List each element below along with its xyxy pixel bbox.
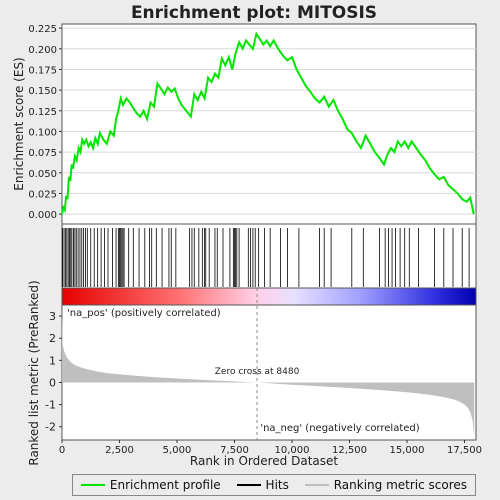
metric-ytick-label: -2 [45, 421, 56, 434]
zero-cross-label: Zero cross at 8480 [215, 367, 300, 377]
hits-panel [61, 223, 477, 289]
metric-ytick-label: 0 [49, 376, 56, 389]
chart-title: Enrichment plot: MITOSIS [131, 3, 377, 23]
es-ytick-label: 0.100 [28, 127, 57, 138]
es-ytick-label: 0.000 [28, 210, 57, 221]
legend-swatch-profile [80, 484, 105, 486]
es-ytick-label: 0.050 [28, 169, 57, 180]
es-ytick-label: 0.150 [28, 86, 57, 97]
metric-ytick-label: 3 [49, 310, 56, 323]
xtick-label: 15,000 [390, 445, 425, 456]
legend-item-metric: Ranking metric scores [304, 478, 468, 492]
es-panel [61, 23, 477, 225]
metric-ytick-label: 1 [49, 354, 56, 367]
legend-label-metric: Ranking metric scores [333, 478, 468, 492]
legend-swatch-metric [304, 484, 329, 486]
metric-ytick-label: 2 [49, 332, 56, 345]
metric-ylabel: Ranked list metric (PreRanked) [27, 280, 41, 465]
xtick-label: 2,500 [105, 445, 134, 456]
xtick-label: 17,500 [447, 445, 482, 456]
xtick-label: 5,000 [163, 445, 192, 456]
legend-label-hits: Hits [265, 478, 289, 492]
xtick-label: 10,000 [275, 445, 310, 456]
es-ytick-label: 0.200 [28, 45, 57, 56]
es-ytick-label: 0.025 [28, 189, 57, 200]
metric-ytick-label: -1 [45, 399, 56, 412]
metric-panel [61, 304, 477, 441]
xaxis-label: Rank in Ordered Dataset [190, 454, 338, 468]
es-ytick-label: 0.175 [28, 65, 57, 76]
legend-item-hits: Hits [236, 478, 289, 492]
legend-item-profile: Enrichment profile [80, 478, 221, 492]
rank-gradient-bar [61, 287, 477, 306]
legend-swatch-hits [236, 484, 261, 486]
legend: Enrichment profile Hits Ranking metric s… [72, 474, 476, 496]
es-ytick-label: 0.125 [28, 107, 57, 118]
legend-label-profile: Enrichment profile [109, 478, 221, 492]
es-ylabel: Enrichment score (ES) [12, 57, 26, 190]
xtick-label: 12,500 [332, 445, 367, 456]
xtick-label: 7,500 [220, 445, 249, 456]
es-ytick-label: 0.225 [28, 24, 57, 35]
enrichment-profile-line [61, 31, 475, 215]
positive-correlation-label: 'na_pos' (positively correlated) [67, 308, 221, 319]
es-ytick-label: 0.075 [28, 148, 57, 159]
xtick-label: 0 [59, 445, 65, 456]
negative-correlation-label: 'na_neg' (negatively correlated) [260, 423, 419, 434]
